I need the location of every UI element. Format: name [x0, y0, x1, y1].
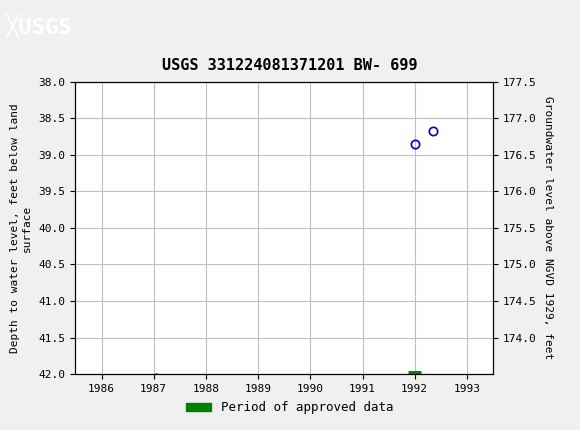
Y-axis label: Depth to water level, feet below land
surface: Depth to water level, feet below land su… — [10, 103, 32, 353]
Legend: Period of approved data: Period of approved data — [181, 396, 399, 419]
Text: USGS 331224081371201 BW- 699: USGS 331224081371201 BW- 699 — [162, 58, 418, 73]
Text: ╳USGS: ╳USGS — [6, 13, 72, 39]
Y-axis label: Groundwater level above NGVD 1929, feet: Groundwater level above NGVD 1929, feet — [543, 96, 553, 359]
